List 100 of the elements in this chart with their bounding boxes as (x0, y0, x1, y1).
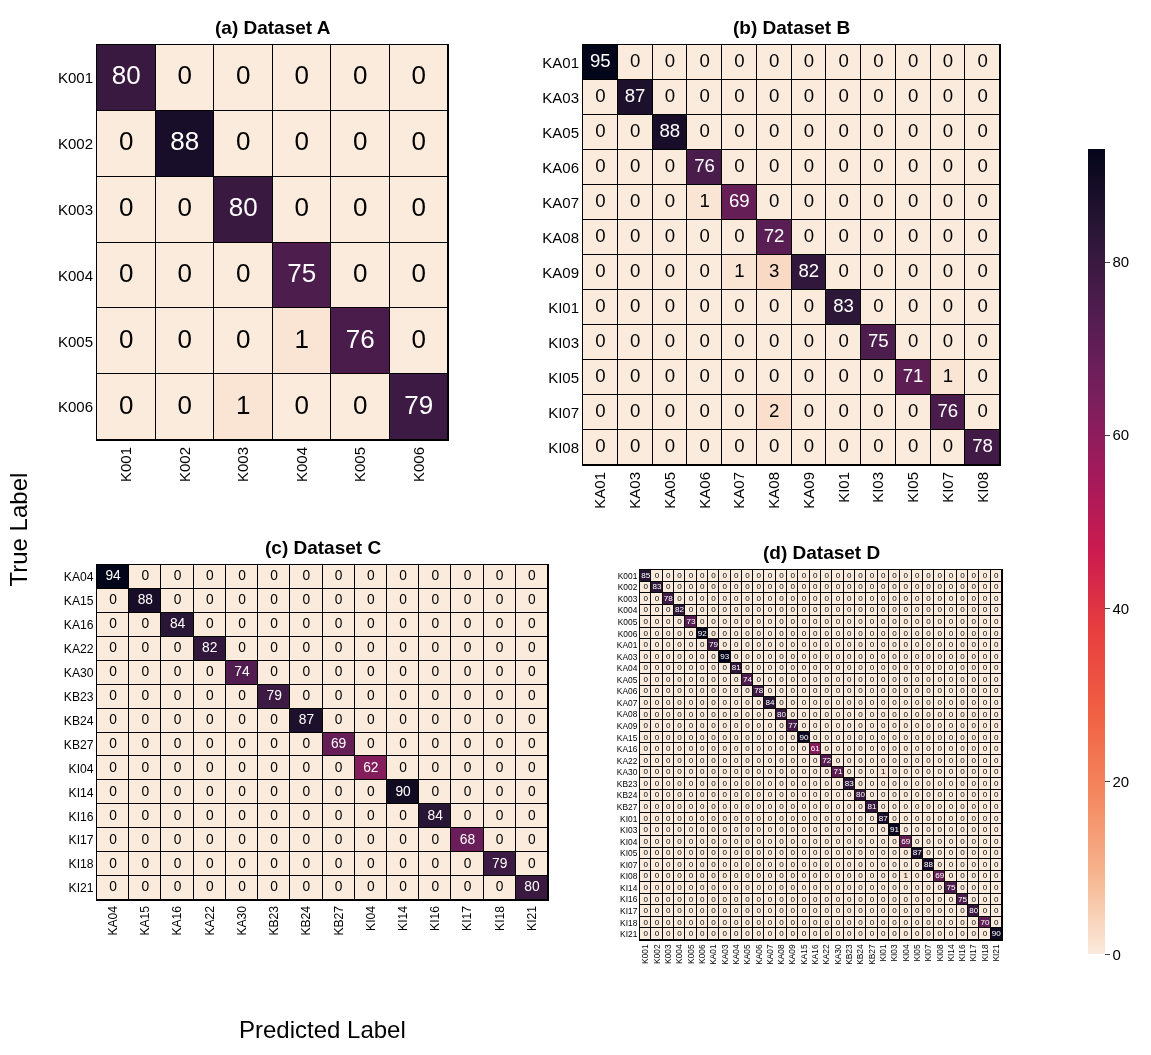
data-label: 0 (801, 871, 807, 881)
data-label: 0 (463, 640, 472, 656)
data-label: 0 (937, 767, 943, 777)
data-label: 0 (495, 807, 504, 823)
data-label: 0 (903, 628, 909, 638)
data-label: 0 (790, 825, 796, 835)
data-label: 0 (495, 664, 504, 680)
data-label: 80 (776, 709, 787, 719)
data-label: 0 (813, 767, 819, 777)
y-tick-label: KB23 (616, 778, 638, 789)
data-label: 0 (463, 592, 472, 608)
data-label: 0 (699, 929, 705, 939)
data-label: 0 (205, 735, 214, 751)
data-label: 0 (654, 744, 660, 754)
data-label: 0 (733, 917, 739, 927)
data-label: 0 (847, 929, 853, 939)
data-label: 0 (688, 894, 694, 904)
data-label: 0 (994, 813, 1000, 823)
data-label: 0 (722, 663, 728, 673)
data-label: 0 (835, 605, 841, 615)
data-label: 0 (745, 802, 751, 812)
data-label: 0 (353, 60, 368, 91)
data-label: 87 (298, 711, 315, 727)
y-tick-label: KA06 (542, 158, 579, 176)
data-label: 0 (767, 778, 773, 788)
y-tick-label: KA07 (542, 193, 579, 211)
data-label: 88 (137, 592, 154, 608)
data-label: 0 (643, 755, 649, 765)
data-label: 0 (801, 802, 807, 812)
data-label: 0 (745, 686, 751, 696)
data-label: 0 (677, 709, 683, 719)
data-label: 0 (937, 906, 943, 916)
x-tick-label: KA15 (138, 905, 153, 936)
data-label: 0 (982, 882, 988, 892)
data-label: 71 (833, 767, 843, 777)
data-label: 0 (756, 640, 762, 650)
data-label: 0 (733, 721, 739, 731)
data-label: 82 (798, 260, 820, 282)
data-label: 0 (801, 767, 807, 777)
data-label: 0 (654, 617, 660, 627)
data-label: 0 (801, 686, 807, 696)
data-label: 0 (643, 825, 649, 835)
data-label: 0 (994, 732, 1000, 742)
data-label: 0 (977, 295, 988, 317)
data-label: 0 (937, 582, 943, 592)
data-label: 0 (270, 711, 279, 727)
data-label: 0 (971, 686, 977, 696)
data-label: 0 (942, 330, 954, 352)
data-label: 0 (722, 732, 728, 742)
data-label: 0 (824, 767, 830, 777)
data-label: 0 (699, 365, 710, 387)
data-label: 0 (745, 697, 751, 707)
data-label: 0 (173, 807, 182, 823)
data-label: 0 (779, 732, 785, 742)
data-label: 0 (914, 929, 920, 939)
data-label: 0 (722, 744, 728, 754)
data-label: 0 (722, 802, 728, 812)
data-label: 0 (767, 617, 773, 627)
data-label: 0 (971, 640, 977, 650)
data-label: 0 (892, 697, 898, 707)
data-label: 0 (366, 664, 375, 680)
data-label: 0 (926, 617, 932, 627)
data-label: 0 (173, 879, 182, 895)
data-label: 0 (994, 894, 1000, 904)
data-label: 0 (302, 640, 311, 656)
data-label: 0 (914, 732, 920, 742)
data-label: 0 (971, 582, 977, 592)
y-tick-label: KB27 (63, 737, 94, 752)
data-label: 0 (801, 674, 807, 684)
data-label: 0 (756, 813, 762, 823)
data-label: 0 (688, 825, 694, 835)
data-label: 0 (880, 906, 886, 916)
data-label: 0 (643, 593, 649, 603)
data-label: 0 (334, 807, 343, 823)
data-label: 83 (652, 582, 662, 592)
data-label: 0 (431, 735, 440, 751)
data-label: 0 (971, 617, 977, 627)
data-label: 0 (813, 605, 819, 615)
data-label: 0 (880, 617, 886, 627)
data-label: 0 (858, 663, 864, 673)
data-label: 0 (779, 593, 785, 603)
data-label: 0 (205, 759, 214, 775)
data-label: 0 (756, 628, 762, 638)
data-label: 0 (745, 882, 751, 892)
data-label: 0 (463, 616, 472, 632)
data-label: 0 (937, 686, 943, 696)
data-label: 0 (835, 721, 841, 731)
data-label: 0 (463, 807, 472, 823)
data-label: 0 (699, 400, 710, 422)
data-label: 0 (711, 813, 717, 823)
data-label: 0 (366, 568, 375, 584)
data-label: 0 (528, 664, 537, 680)
data-label: 0 (141, 616, 150, 632)
data-label: 0 (677, 790, 683, 800)
data-label: 0 (994, 617, 1000, 627)
data-label: 0 (994, 755, 1000, 765)
data-label: 0 (960, 628, 966, 638)
data-label: 0 (495, 568, 504, 584)
data-label: 0 (733, 802, 739, 812)
data-label: 0 (767, 593, 773, 603)
